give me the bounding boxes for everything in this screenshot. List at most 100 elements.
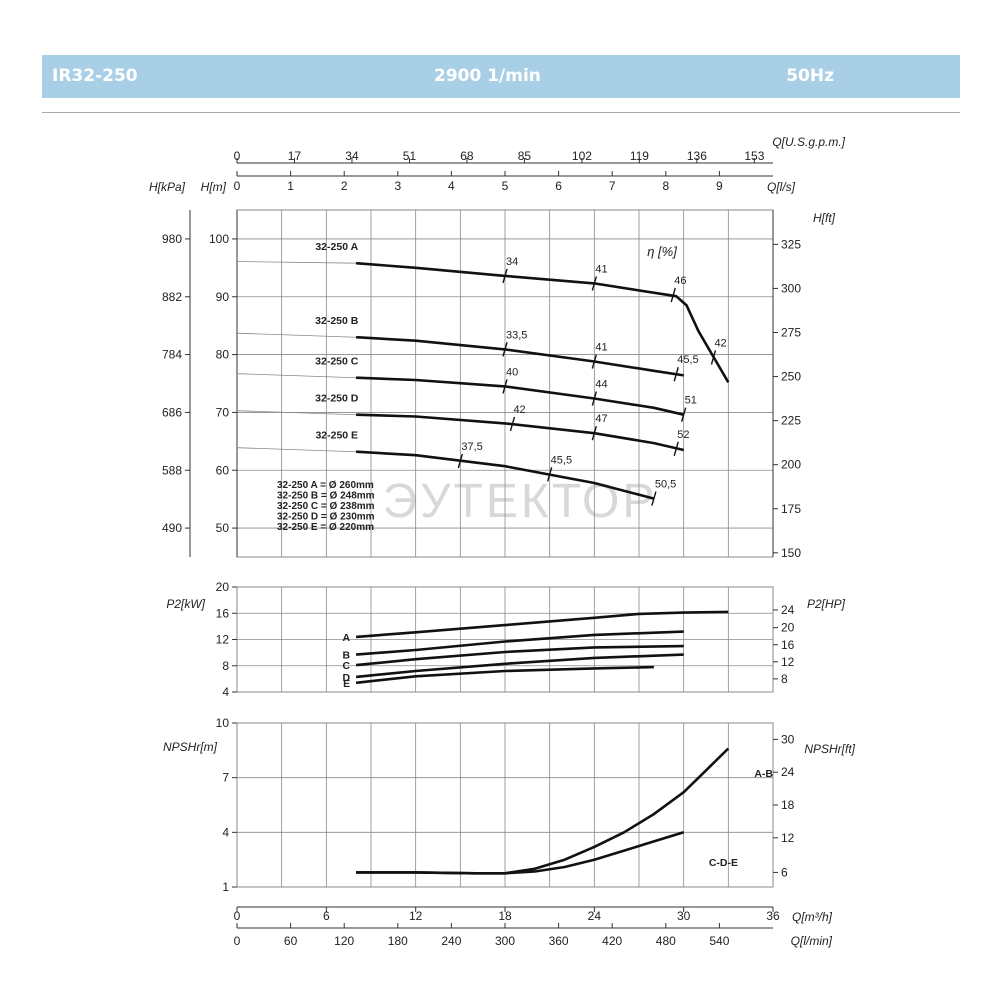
- head-kpa-axis-tick-label: 980: [162, 232, 182, 246]
- head-ft-axis-tick-label: 250: [781, 370, 801, 384]
- lmin-axis-tick-label: 180: [388, 934, 408, 948]
- ls-axis-tick-label: 0: [234, 179, 241, 193]
- npsh-curve: [356, 831, 685, 875]
- head-curve: [356, 335, 684, 377]
- m3h-axis-tick-label: 24: [588, 909, 602, 923]
- power-hp-axis-tick-label: 20: [781, 621, 795, 635]
- usgpm-axis-tick-label: 68: [460, 149, 474, 163]
- head-kpa-axis-tick-label: 784: [162, 348, 182, 362]
- watermark: ЭУТЕКТОР: [383, 475, 658, 528]
- ls-axis-tick-label: 3: [394, 179, 401, 193]
- head-curve-extension: [236, 447, 357, 453]
- efficiency-mark-label: 34: [506, 256, 518, 268]
- impeller-diameter-label: 32-250 E = Ø 220mm: [277, 522, 374, 533]
- efficiency-mark: [710, 350, 717, 365]
- m3h-axis-tick-label: 12: [409, 909, 423, 923]
- efficiency-mark: [502, 342, 508, 357]
- efficiency-mark-label: 47: [595, 413, 607, 425]
- efficiency-mark-label: 46: [674, 275, 686, 287]
- lmin-axis-tick-label: 0: [234, 934, 241, 948]
- head-curve-label: 32-250 A: [315, 241, 358, 253]
- efficiency-mark: [591, 391, 598, 406]
- lmin-axis-tick-label: 60: [284, 934, 298, 948]
- power-hp-axis-tick-label: 24: [781, 603, 795, 617]
- head-curve: [356, 376, 684, 416]
- efficiency-mark: [591, 276, 598, 291]
- head-m-axis-title: H[m]: [201, 180, 227, 194]
- head-curve-label: 32-250 B: [315, 315, 359, 327]
- impeller-diameter-label: 32-250 C = Ø 238mm: [277, 501, 375, 512]
- efficiency-mark-label: 42: [513, 404, 525, 416]
- efficiency-mark: [651, 491, 657, 506]
- efficiency-mark: [509, 416, 516, 432]
- efficiency-mark: [457, 453, 464, 469]
- usgpm-axis-tick-label: 51: [403, 149, 417, 163]
- head-m-axis-tick-label: 50: [216, 521, 230, 535]
- power-hp-axis-title: P2[HP]: [807, 597, 846, 611]
- npsh-m-axis-tick-label: 1: [222, 880, 229, 894]
- efficiency-mark-label: 52: [677, 429, 689, 441]
- power-curve: [355, 630, 684, 656]
- head-curve-label: 32-250 D: [315, 393, 359, 405]
- header-divider: [42, 112, 960, 113]
- head-curve-extension: [236, 332, 357, 338]
- usgpm-axis-title: Q[U.S.g.p.m.]: [772, 135, 845, 149]
- head-ft-axis-tick-label: 175: [781, 502, 801, 516]
- head-curve-label: 32-250 C: [315, 356, 359, 368]
- npsh-m-axis-tick-label: 4: [222, 825, 229, 839]
- efficiency-mark-label: 37,5: [461, 441, 482, 453]
- npsh-ft-axis-title: NPSHr[ft]: [804, 742, 855, 756]
- pump-model: IR32-250: [52, 66, 138, 86]
- usgpm-axis-tick-label: 17: [288, 149, 302, 163]
- head-curve: [355, 261, 730, 383]
- efficiency-mark-label: 33,5: [506, 329, 527, 341]
- head-m-axis-tick-label: 60: [216, 463, 230, 477]
- head-kpa-axis-title: H[kPa]: [149, 180, 186, 194]
- ls-axis-tick-label: 8: [662, 179, 669, 193]
- impeller-diameter-label: 32-250 D = Ø 230mm: [277, 512, 375, 523]
- npsh-m-axis-tick-label: 10: [216, 716, 230, 730]
- head-curve-extension: [236, 410, 357, 416]
- power-kw-axis-tick-label: 20: [216, 580, 230, 594]
- m3h-axis-tick-label: 0: [234, 909, 241, 923]
- efficiency-mark: [591, 426, 598, 441]
- power-hp-axis-tick-label: 8: [781, 672, 788, 686]
- power-curve-label: B: [343, 650, 351, 662]
- usgpm-axis-tick-label: 85: [518, 149, 532, 163]
- chart-header-bar: IR32-250 2900 1/min 50Hz: [42, 55, 960, 98]
- head-kpa-axis-tick-label: 686: [162, 405, 182, 419]
- usgpm-axis-tick-label: 153: [744, 149, 764, 163]
- efficiency-mark-label: 45,5: [677, 354, 698, 366]
- npsh-ft-axis-tick-label: 24: [781, 765, 795, 779]
- usgpm-axis-tick-label: 102: [572, 149, 592, 163]
- efficiency-mark-label: 42: [714, 337, 726, 349]
- npsh-m-axis-title: NPSHr[m]: [163, 740, 218, 754]
- head-ft-axis-tick-label: 300: [781, 281, 801, 295]
- m3h-axis-tick-label: 6: [323, 909, 330, 923]
- efficiency-axis-title: η [%]: [647, 244, 677, 259]
- power-curve: [355, 665, 654, 685]
- efficiency-mark-label: 45,5: [551, 454, 572, 466]
- lmin-axis-tick-label: 300: [495, 934, 515, 948]
- usgpm-axis-tick-label: 119: [630, 149, 649, 163]
- efficiency-mark-label: 44: [595, 379, 607, 391]
- head-curve-label: 32-250 E: [315, 430, 358, 442]
- lmin-axis-tick-label: 240: [441, 934, 461, 948]
- power-curve-label: A: [343, 632, 351, 644]
- power-kw-axis-tick-label: 12: [216, 633, 230, 647]
- usgpm-axis-tick-label: 34: [345, 149, 359, 163]
- npsh-ft-axis-tick-label: 18: [781, 798, 795, 812]
- head-curve-extension: [236, 373, 357, 379]
- pump-speed: 2900 1/min: [434, 66, 541, 86]
- m3h-axis-tick-label: 30: [677, 909, 691, 923]
- head-ft-axis-tick-label: 225: [781, 414, 801, 428]
- efficiency-mark: [673, 367, 679, 382]
- head-m-axis-tick-label: 70: [216, 405, 230, 419]
- impeller-diameter-label: 32-250 B = Ø 248mm: [277, 491, 375, 502]
- efficiency-mark: [673, 441, 679, 457]
- head-ft-axis-tick-label: 325: [781, 237, 801, 251]
- power-curve-label: D: [343, 672, 351, 684]
- head-m-axis-tick-label: 90: [216, 290, 230, 304]
- head-m-axis-tick-label: 100: [209, 232, 229, 246]
